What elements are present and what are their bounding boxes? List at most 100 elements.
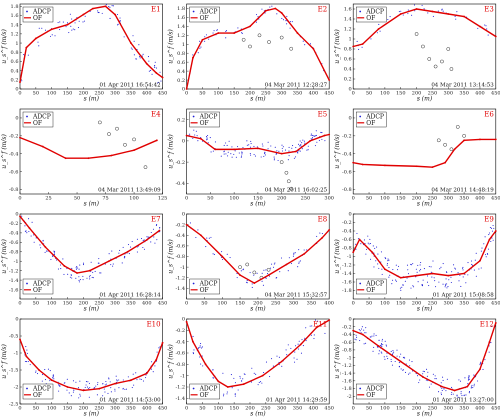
adcp-point — [88, 276, 91, 278]
adcp-point — [192, 335, 194, 337]
adcp-point — [419, 379, 421, 381]
timestamp-label: 01 Apr 2011 16:28:14 — [100, 293, 162, 299]
y-tick-label: -1 — [14, 259, 19, 265]
adcp-point — [114, 388, 116, 390]
adcp-point — [392, 352, 394, 354]
adcp-point — [246, 144, 248, 146]
adcp-point — [109, 17, 111, 20]
adcp-point — [209, 137, 211, 139]
adcp-point — [298, 262, 300, 264]
y-tick-label: -1.4 — [175, 396, 185, 402]
adcp-point — [75, 381, 77, 383]
outlier-point — [132, 137, 136, 142]
x-tick-label: 50 — [207, 196, 213, 202]
of-point — [107, 260, 110, 263]
adcp-point — [286, 23, 288, 25]
y-tick-label: 0.8 — [11, 50, 19, 56]
adcp-point — [198, 347, 200, 349]
adcp-point — [78, 268, 80, 270]
x-tick-label: 100 — [380, 196, 390, 202]
legend-adcp-label: ADCP — [365, 385, 384, 392]
adcp-point — [70, 25, 72, 27]
x-axis-label: s (m) — [84, 201, 100, 208]
adcp-point — [414, 10, 416, 12]
adcp-point — [110, 391, 112, 393]
adcp-point — [136, 251, 138, 253]
adcp-point — [72, 391, 74, 393]
y-tick-label: -0.6 — [175, 244, 185, 250]
y-tick-label: -1.4 — [9, 278, 19, 284]
adcp-point — [75, 277, 77, 279]
of-point — [299, 343, 302, 346]
adcp-point — [160, 80, 162, 82]
x-axis-label: s (m) — [417, 411, 433, 418]
x-tick-label: 100 — [129, 196, 139, 202]
of-point — [28, 227, 31, 230]
adcp-point — [485, 25, 487, 27]
of-point — [221, 255, 224, 258]
adcp-point — [155, 224, 157, 227]
legend-of-label: OF — [366, 392, 375, 399]
adcp-point — [361, 46, 363, 48]
adcp-point — [376, 32, 378, 34]
adcp-point — [82, 21, 84, 23]
adcp-point — [421, 4, 423, 6]
adcp-point — [484, 24, 486, 26]
adcp-point — [225, 142, 227, 144]
adcp-point — [159, 226, 161, 229]
x-tick-label: 400 — [309, 91, 319, 97]
adcp-point — [225, 153, 227, 155]
adcp-point — [367, 235, 369, 237]
adcp-point — [488, 232, 491, 234]
adcp-point — [123, 257, 125, 259]
timestamp-label: 01 Apr 2011 16:54:42 — [100, 83, 161, 89]
adcp-point — [86, 277, 88, 279]
adcp-point — [210, 236, 212, 238]
x-tick-label: 200 — [245, 91, 255, 97]
y-tick-label: -0.8 — [9, 187, 19, 193]
adcp-point — [437, 10, 439, 12]
adcp-point — [79, 395, 81, 397]
experiment-tag: E7 — [151, 216, 161, 224]
adcp-point — [88, 396, 90, 398]
adcp-point — [264, 154, 266, 156]
x-tick-label: 350 — [459, 196, 469, 202]
y-tick-label: -1.8 — [342, 386, 352, 392]
adcp-point — [381, 273, 383, 275]
adcp-point — [358, 48, 360, 50]
adcp-point — [124, 256, 126, 258]
adcp-point — [286, 354, 288, 356]
x-tick-label: 450 — [491, 196, 500, 202]
adcp-point — [470, 387, 472, 389]
adcp-point — [298, 261, 300, 263]
x-tick-label: 200 — [79, 301, 89, 307]
adcp-point — [406, 277, 408, 279]
adcp-point — [397, 265, 400, 267]
experiment-tag: E2 — [318, 6, 328, 14]
adcp-point — [402, 369, 404, 371]
y-axis-label: u_s^f (m/s) — [334, 239, 341, 274]
adcp-point — [44, 29, 47, 31]
adcp-point — [431, 276, 433, 278]
x-tick-label: 0 — [18, 406, 21, 412]
adcp-point — [370, 38, 372, 40]
adcp-point — [280, 257, 283, 259]
adcp-point — [236, 146, 239, 148]
adcp-point — [133, 54, 135, 56]
adcp-point — [446, 378, 448, 380]
of-point — [447, 274, 450, 277]
of-point — [274, 7, 277, 10]
of-point — [431, 166, 434, 169]
adcp-point — [206, 237, 208, 239]
adcp-point — [390, 361, 392, 363]
outlier-point — [107, 132, 111, 136]
adcp-point — [380, 342, 383, 345]
adcp-point — [153, 236, 155, 238]
x-tick-label: 350 — [126, 301, 136, 307]
adcp-point — [121, 262, 123, 264]
adcp-point — [204, 40, 206, 42]
adcp-point — [307, 145, 309, 147]
legend-adcp-marker — [26, 10, 28, 13]
of-point — [296, 32, 299, 34]
adcp-point — [480, 250, 482, 252]
